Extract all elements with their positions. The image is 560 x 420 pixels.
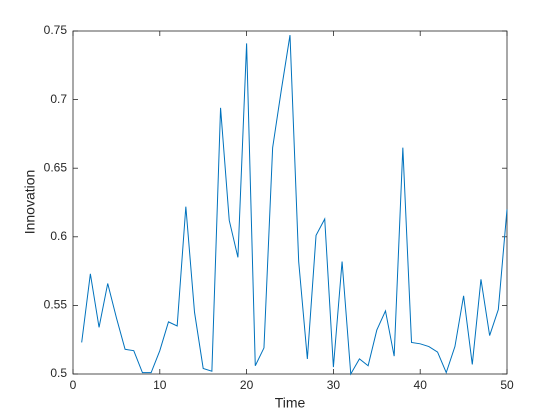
- x-tick-label: 30: [327, 378, 341, 392]
- x-tick-label: 0: [70, 378, 77, 392]
- x-axis-label: Time: [275, 395, 306, 411]
- y-tick-label: 0.55: [44, 298, 68, 312]
- y-tick-label: 0.6: [50, 229, 67, 243]
- x-tick-label: 10: [153, 378, 167, 392]
- y-tick-label: 0.65: [44, 160, 68, 174]
- x-tick-label: 40: [414, 378, 428, 392]
- plot-area: [72, 30, 508, 375]
- y-tick-label: 0.75: [44, 23, 68, 37]
- x-tick-label: 50: [500, 378, 514, 392]
- line: [81, 35, 508, 376]
- x-tick-label: 20: [240, 378, 254, 392]
- y-tick-label: 0.7: [50, 92, 67, 106]
- y-axis-label: Innovation: [22, 170, 38, 235]
- y-tick-label: 0.5: [50, 366, 67, 380]
